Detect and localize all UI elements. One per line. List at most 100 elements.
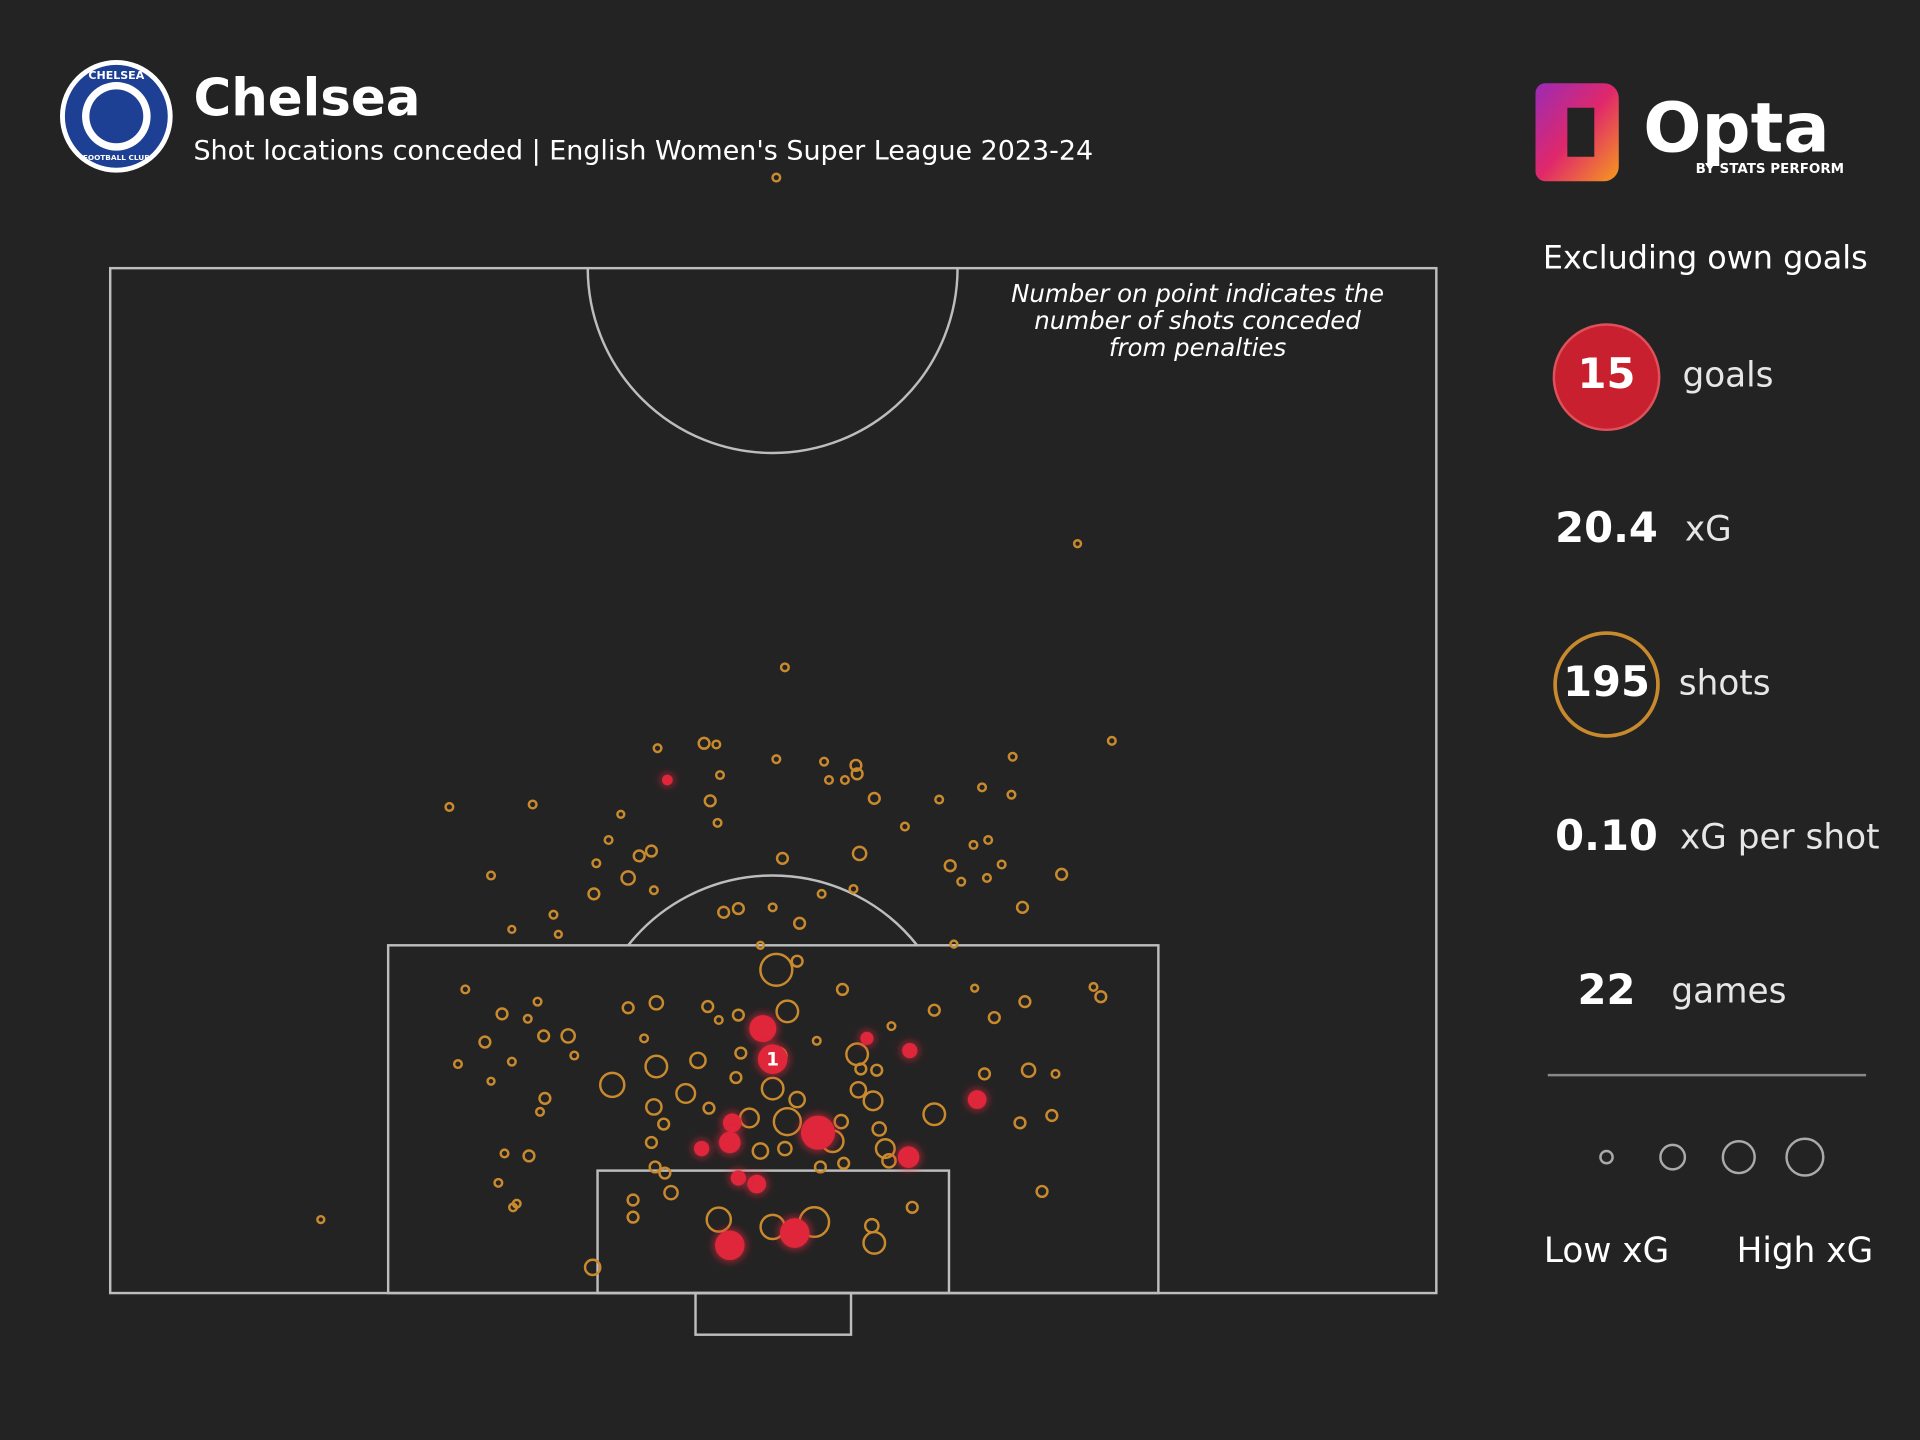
shot (862, 1090, 884, 1112)
stat-value: 0.10 (1555, 811, 1658, 860)
shot (977, 1067, 992, 1081)
goal (902, 1042, 918, 1059)
shot (620, 870, 636, 886)
goal (967, 1090, 987, 1109)
goal (715, 1230, 745, 1261)
shot (731, 1008, 745, 1022)
shot (772, 1106, 803, 1137)
subtitle: Shot locations conceded | English Women'… (193, 135, 1093, 166)
shot (1020, 1062, 1037, 1079)
shot (775, 851, 790, 865)
shot (755, 940, 766, 950)
title: Chelsea (193, 69, 420, 129)
goal (747, 1174, 767, 1194)
legend-high: High xG (1737, 1231, 1873, 1271)
shot (1035, 1184, 1049, 1199)
shot (788, 1090, 806, 1109)
shot (507, 924, 517, 935)
stat-value: 15 (1578, 349, 1636, 398)
shot (711, 739, 722, 750)
shot (598, 1071, 626, 1099)
shot (922, 1102, 947, 1127)
shot (1045, 1108, 1059, 1123)
shot (823, 774, 835, 786)
shot (527, 799, 538, 810)
shot (854, 1062, 868, 1076)
goal (800, 1115, 835, 1150)
logo-tagline: BY STATS PERFORM (1696, 162, 1844, 177)
shot (956, 876, 967, 887)
shot (949, 939, 959, 949)
shot (621, 1001, 635, 1015)
size-legend (1599, 1137, 1825, 1177)
stats-note: Excluding own goals (1543, 239, 1868, 277)
shot (816, 888, 827, 899)
shot (1018, 995, 1032, 1009)
shot (792, 916, 807, 930)
goal (694, 1140, 710, 1157)
shot (645, 1098, 663, 1116)
goal (779, 1218, 810, 1248)
shot (522, 1149, 536, 1163)
shot (777, 1140, 793, 1157)
shot (835, 982, 850, 996)
shot (616, 809, 626, 819)
stat-value: 195 (1563, 657, 1650, 706)
crest: CHELSEA FOOTBALL CLUB (60, 60, 173, 173)
shot (775, 999, 800, 1024)
shot (790, 954, 804, 968)
goal (719, 1131, 741, 1154)
shot (444, 801, 455, 812)
shot (534, 1106, 546, 1117)
shot (717, 905, 731, 919)
penalty (757, 1044, 788, 1074)
shot (837, 1156, 851, 1170)
shot (905, 1200, 919, 1214)
shot (886, 1021, 897, 1032)
goal (722, 1113, 742, 1133)
shot (874, 1138, 896, 1160)
goals-badge (1552, 323, 1661, 432)
shot (983, 834, 994, 846)
shot (478, 1035, 492, 1049)
shot (689, 1051, 707, 1070)
shot (760, 1076, 785, 1101)
shot (499, 1148, 510, 1159)
shot (644, 844, 659, 858)
shot (734, 1046, 748, 1060)
opta-logo: Opta BY STATS PERFORM (1535, 83, 1844, 182)
shot (702, 1101, 716, 1115)
shot (712, 817, 723, 828)
shot (819, 756, 830, 767)
shot (849, 758, 863, 772)
shot (460, 984, 471, 995)
shot (587, 887, 601, 901)
shot (644, 1135, 659, 1150)
note-line: Number on point indicates the (1011, 279, 1384, 308)
shot (705, 1206, 733, 1233)
logo-name: Opta (1643, 88, 1829, 168)
shots-badge (1553, 631, 1660, 738)
shot (849, 1080, 868, 1099)
shot (927, 1003, 941, 1017)
shot (652, 743, 663, 754)
shot (591, 858, 602, 869)
shot (862, 1230, 887, 1255)
shot (839, 774, 850, 786)
shot (548, 909, 559, 920)
shot (1050, 1068, 1061, 1079)
stat-value: 22 (1578, 965, 1636, 1014)
shot (1015, 900, 1030, 914)
shot (850, 767, 864, 781)
shot (996, 859, 1007, 870)
shot-map: 1 (316, 172, 1117, 1277)
shot (537, 1029, 551, 1043)
shot (943, 859, 957, 873)
legend-low: Low xG (1544, 1231, 1669, 1271)
shot (714, 770, 726, 781)
shot (495, 1007, 509, 1021)
stats: 15 goals 20.4 xG 195 shots 0.10 xG per shot 22 ga… (1555, 349, 1879, 1014)
shot (632, 849, 646, 863)
